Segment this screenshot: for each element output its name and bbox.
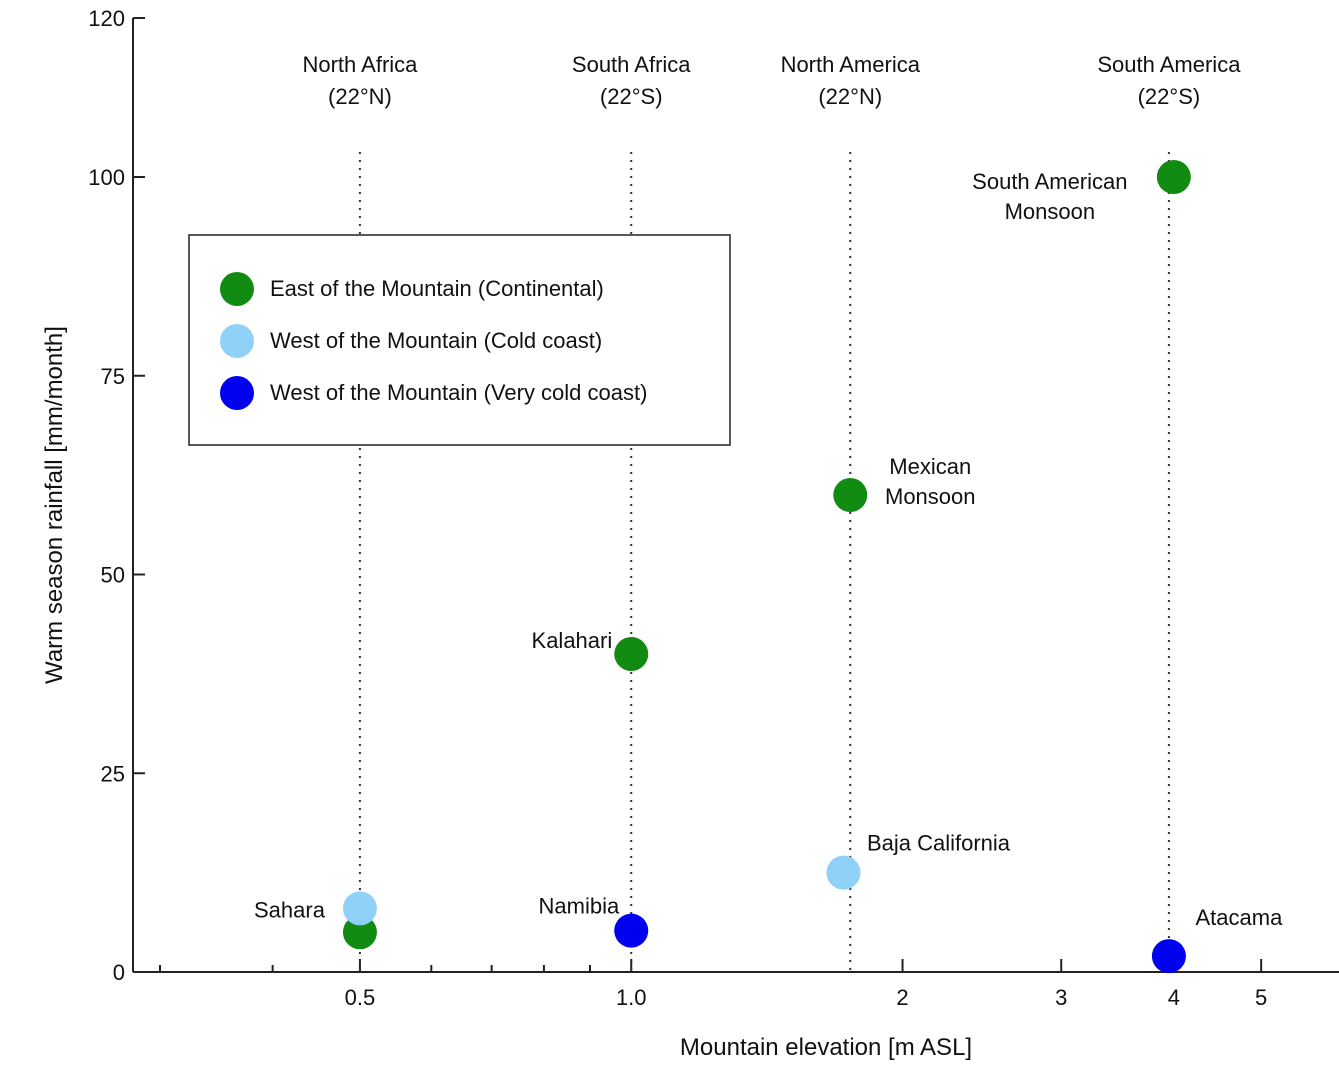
y-tick-label: 100: [88, 165, 125, 190]
legend-box: [188, 234, 731, 446]
region-label: South Africa (22°S): [572, 52, 691, 109]
region-label: South America (22°S): [1097, 52, 1241, 109]
point-label: Kalahari: [532, 628, 613, 653]
y-tick-label: 75: [101, 364, 125, 389]
point-label: Atacama: [1195, 905, 1283, 930]
x-axis-title: Mountain elevation [m ASL]: [680, 1034, 972, 1061]
x-tick-label: 4: [1168, 985, 1180, 1010]
legend-marker: [220, 324, 254, 358]
axes: 0 25 50 75 100 120 0.5 1.0 2 3 4 5 Mountain elevatio…: [41, 6, 1339, 1061]
region-label: North Africa (22°N): [302, 52, 418, 109]
point-label: Mexican Monsoon: [885, 454, 976, 509]
point-label: Baja California: [867, 831, 1011, 856]
data-point: [1156, 160, 1191, 194]
data-point: [342, 915, 377, 950]
data-point: [826, 855, 861, 890]
y-tick-label: 50: [101, 563, 125, 588]
data-point: [342, 891, 377, 926]
point-labels: Kalahari Mexican Monsoon South American Mons…: [254, 169, 1283, 930]
x-tick-label: 3: [1055, 985, 1067, 1010]
data-point: [1151, 939, 1186, 974]
x-tick-label: 5: [1255, 985, 1267, 1010]
x-tick-label: 0.5: [345, 985, 376, 1010]
y-tick-label: 25: [101, 761, 125, 786]
legend-marker: [220, 376, 254, 410]
data-points: [342, 160, 1191, 974]
legend: East of the Mountain (Continental) West o…: [188, 234, 731, 446]
legend-marker: [220, 272, 254, 306]
data-point: [614, 913, 649, 948]
x-tick-label: 2: [896, 985, 908, 1010]
y-tick-label: 120: [88, 6, 125, 31]
data-point: [833, 478, 868, 512]
region-label: North America (22°N): [781, 52, 921, 109]
x-tick-label: 1.0: [616, 985, 647, 1010]
legend-label: West of the Mountain (Very cold coast): [270, 380, 647, 405]
legend-label: East of the Mountain (Continental): [270, 276, 604, 301]
y-axis-title: Warm season rainfall [mm/month]: [41, 326, 68, 684]
point-label: South American Monsoon: [972, 169, 1127, 224]
point-label: Sahara: [254, 897, 326, 922]
data-point: [614, 637, 649, 671]
point-label: Namibia: [539, 894, 620, 919]
legend-label: West of the Mountain (Cold coast): [270, 328, 602, 353]
y-tick-label: 0: [113, 960, 125, 985]
